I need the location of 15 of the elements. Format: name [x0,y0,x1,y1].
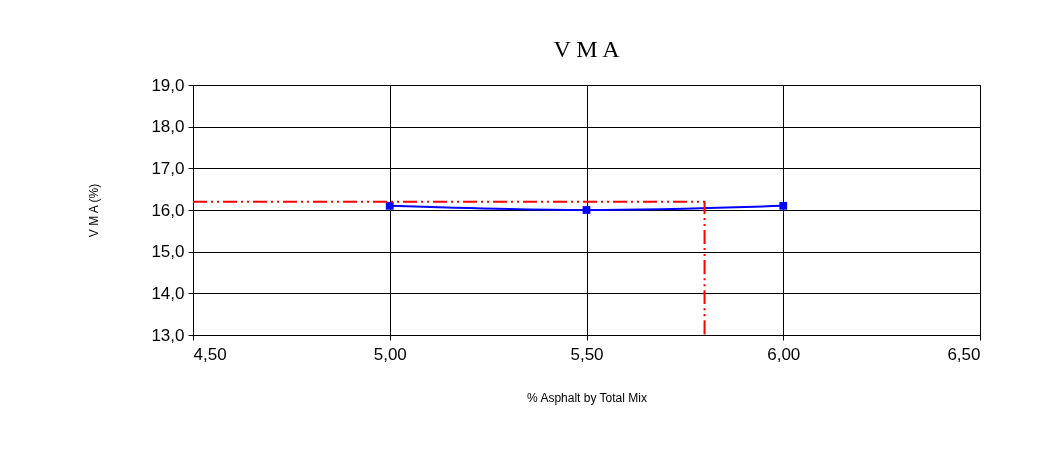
x-tick-label: 6,00 [767,344,801,364]
y-axis-title: V M A (%) [87,183,102,238]
x-axis-title: % Asphalt by Total Mix [527,390,647,405]
y-tick-label: 19,0 [151,75,185,95]
x-tick-label: 5,50 [570,344,604,364]
x-tick-label: 6,50 [947,344,981,364]
x-tick-label: 4,50 [193,344,227,364]
y-tick-label: 17,0 [151,158,185,178]
y-tick-label: 15,0 [151,242,185,262]
x-tick-label: 5,00 [373,344,407,364]
y-tick-label: 16,0 [151,200,185,220]
y-tick-label: 14,0 [151,283,185,303]
y-tick-label: 18,0 [151,117,185,137]
y-tick-label: 13,0 [151,325,185,345]
chart-title: V M A [553,36,621,62]
